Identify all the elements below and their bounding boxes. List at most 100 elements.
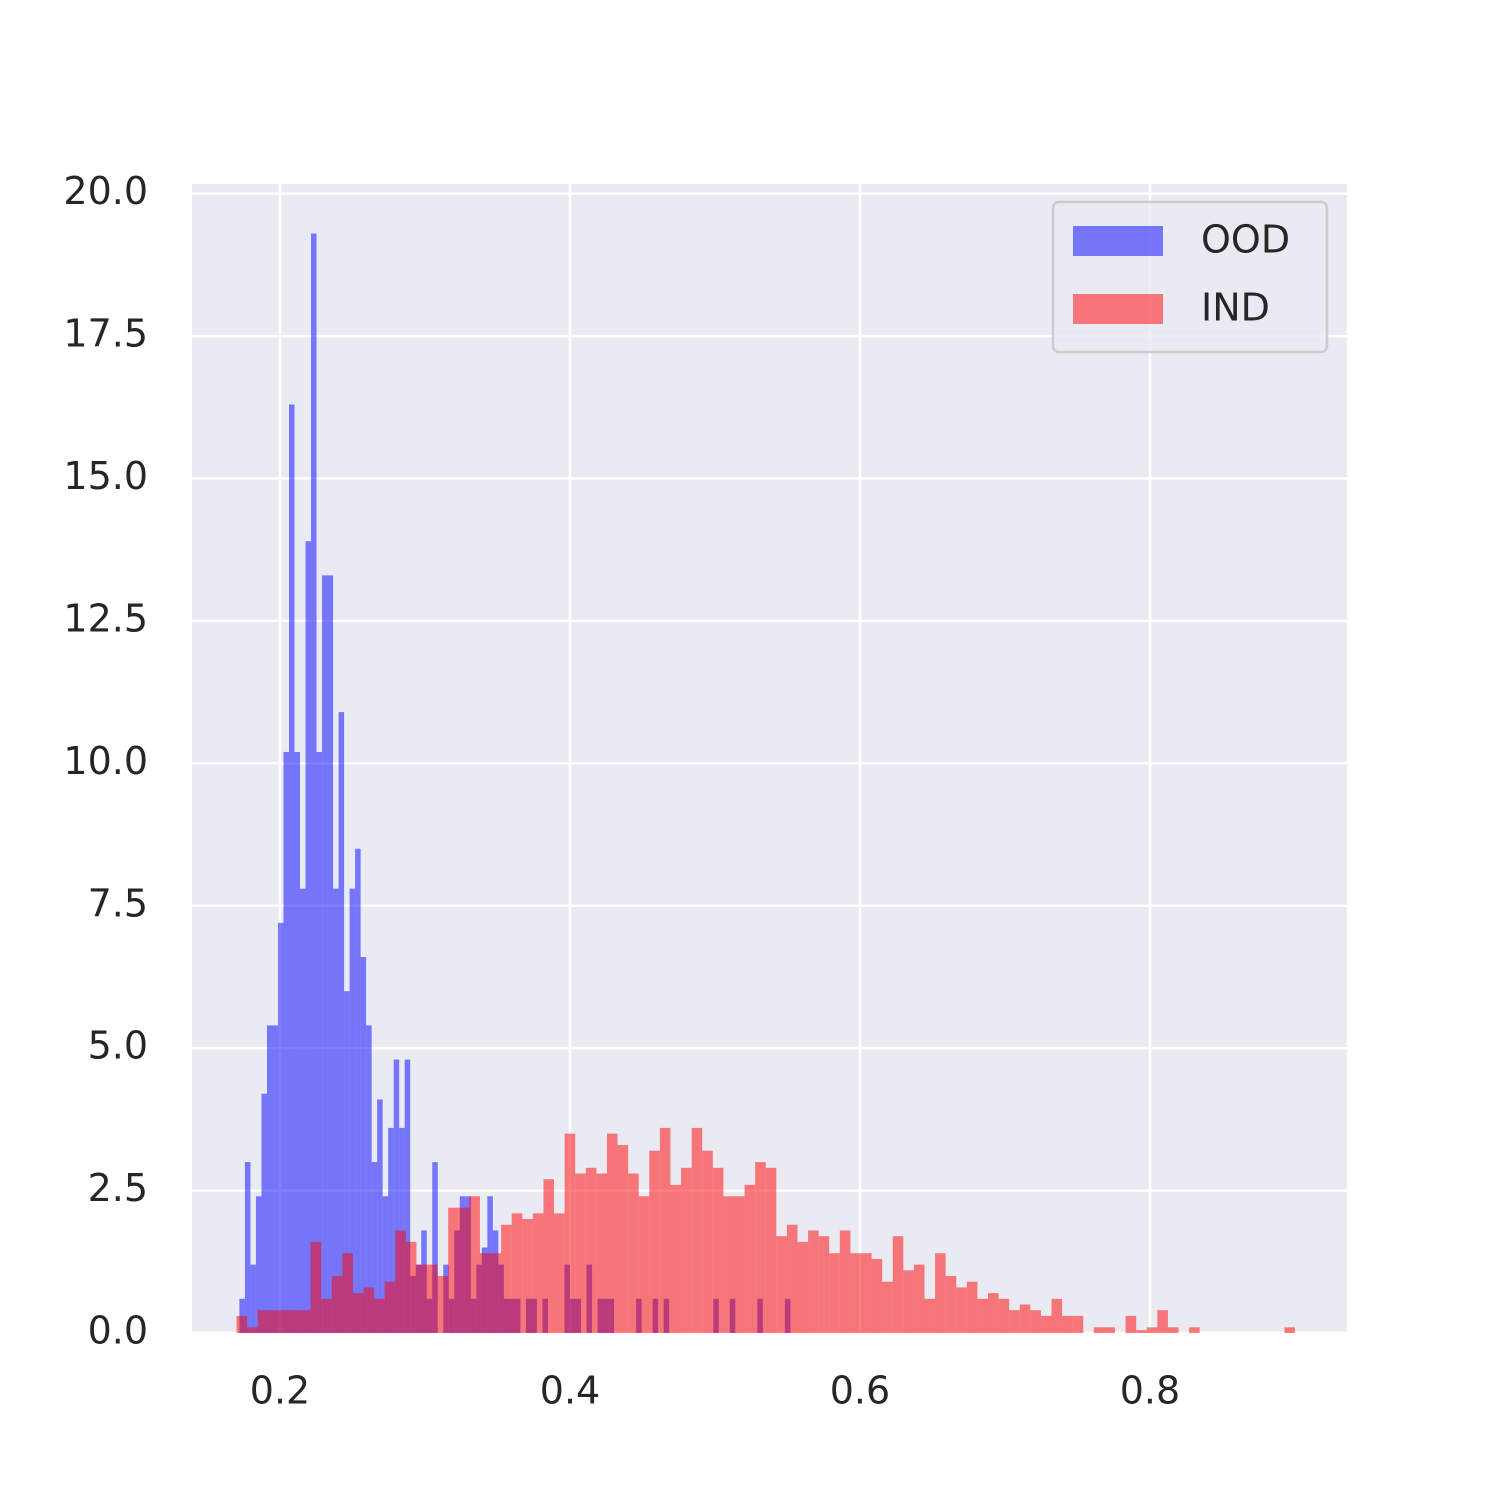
bar xyxy=(638,1196,650,1333)
bar xyxy=(427,1264,438,1333)
bar xyxy=(405,1241,417,1333)
bar xyxy=(374,1298,385,1333)
bar xyxy=(628,1173,639,1333)
bar xyxy=(808,1230,819,1333)
bar xyxy=(1030,1310,1041,1333)
bar xyxy=(860,1253,872,1333)
bar xyxy=(733,1196,745,1333)
bar xyxy=(839,1230,851,1333)
bar xyxy=(1189,1327,1200,1333)
legend-label: IND xyxy=(1201,286,1270,330)
bar xyxy=(1125,1315,1137,1333)
bar xyxy=(236,1315,248,1333)
bar xyxy=(344,991,350,1333)
bar xyxy=(360,957,367,1333)
bar xyxy=(416,1264,428,1333)
bar xyxy=(543,1179,555,1333)
bar xyxy=(261,1093,267,1333)
bar xyxy=(786,1224,798,1333)
bar xyxy=(1136,1330,1147,1333)
bar xyxy=(247,1327,258,1333)
bar xyxy=(935,1253,946,1333)
y-tick-label: 0.0 xyxy=(88,1309,148,1353)
bar xyxy=(1062,1315,1073,1333)
bar xyxy=(913,1264,925,1333)
bar xyxy=(755,1162,766,1333)
bar xyxy=(300,888,306,1333)
bar xyxy=(300,1310,311,1333)
bar xyxy=(945,1276,957,1333)
bar xyxy=(501,1224,512,1333)
bar xyxy=(1093,1327,1105,1333)
bar xyxy=(1157,1310,1168,1333)
bar xyxy=(511,1213,523,1333)
bar xyxy=(479,1253,491,1333)
plot-area xyxy=(192,184,1347,1333)
bar xyxy=(966,1281,978,1333)
bar xyxy=(670,1184,682,1333)
bar xyxy=(575,1173,586,1333)
bar xyxy=(469,1196,480,1333)
bar xyxy=(532,1213,544,1333)
bar xyxy=(305,541,312,1333)
bar xyxy=(371,1162,378,1333)
y-tick-label: 20.0 xyxy=(63,169,148,213)
bar xyxy=(289,1310,301,1333)
bar xyxy=(903,1270,914,1333)
bar xyxy=(395,1230,406,1333)
bar xyxy=(255,1196,262,1333)
bar xyxy=(723,1196,734,1333)
bar xyxy=(1284,1327,1295,1333)
bar xyxy=(432,1162,438,1333)
bar xyxy=(250,1264,256,1333)
bar xyxy=(342,1253,353,1333)
bar xyxy=(277,922,284,1333)
bar xyxy=(522,1219,533,1333)
bar xyxy=(393,1059,400,1333)
bar xyxy=(311,233,317,1333)
bar xyxy=(988,1293,999,1333)
bar xyxy=(564,1133,576,1333)
bar xyxy=(681,1167,692,1333)
bar xyxy=(744,1184,756,1333)
bar xyxy=(1104,1327,1116,1333)
bar xyxy=(352,1293,364,1333)
bar xyxy=(266,1025,273,1333)
bar xyxy=(257,1310,269,1333)
bar xyxy=(554,1213,565,1333)
bar xyxy=(924,1298,936,1333)
bar xyxy=(388,1127,394,1333)
legend-label: OOD xyxy=(1201,218,1290,262)
bar xyxy=(702,1150,713,1333)
y-tick-label: 7.5 xyxy=(88,881,148,925)
bar xyxy=(331,1276,343,1333)
x-tick-label: 0.6 xyxy=(830,1369,890,1413)
legend-swatch xyxy=(1073,226,1163,256)
bar xyxy=(272,1025,278,1333)
legend-swatch xyxy=(1073,294,1163,324)
bar xyxy=(322,575,328,1333)
bar xyxy=(316,751,323,1333)
bar xyxy=(321,1298,332,1333)
bar xyxy=(458,1207,470,1333)
bar xyxy=(606,1133,618,1333)
y-tick-label: 15.0 xyxy=(63,454,148,498)
bar xyxy=(850,1253,861,1333)
bar xyxy=(437,1276,449,1333)
bar xyxy=(649,1150,660,1333)
bar xyxy=(596,1173,607,1333)
bar xyxy=(283,751,289,1333)
bar xyxy=(691,1127,703,1333)
y-tick-label: 5.0 xyxy=(88,1024,148,1068)
bar xyxy=(892,1236,904,1333)
bar xyxy=(1051,1298,1063,1333)
bar xyxy=(797,1241,809,1333)
bar xyxy=(585,1167,597,1333)
bar xyxy=(617,1145,629,1333)
bar xyxy=(363,1287,375,1333)
bar xyxy=(659,1127,671,1333)
bar xyxy=(977,1298,989,1333)
bar xyxy=(327,575,334,1333)
bar xyxy=(998,1298,1010,1333)
